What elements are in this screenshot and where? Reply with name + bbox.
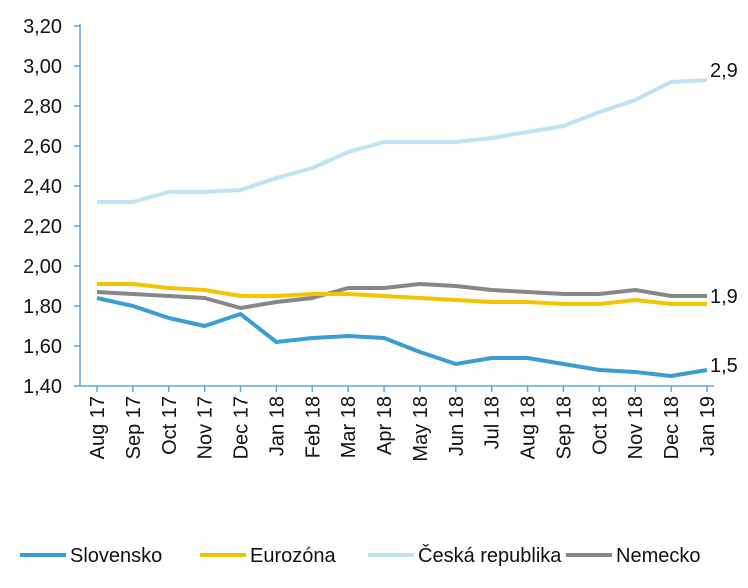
- legend-label: Nemecko: [616, 545, 700, 567]
- y-tick-label: 1,40: [23, 376, 62, 398]
- legend-label: Slovensko: [70, 545, 162, 567]
- series-line-slovensko: [96, 296, 708, 378]
- y-tick-label: 1,60: [23, 336, 62, 358]
- y-tick-label: 3,20: [23, 16, 62, 38]
- end-labels: 1,5 2,9 1,9: [710, 60, 738, 377]
- series-line-eurozona: [97, 282, 707, 306]
- x-tick-label: Jan 19: [697, 396, 719, 456]
- y-tick-label: 2,60: [23, 136, 62, 158]
- series-lines: [96, 78, 708, 378]
- legend-label: Česká republika: [418, 544, 562, 567]
- x-tick-label: Jan 18: [266, 396, 288, 456]
- x-tick-label: Aug 18: [518, 396, 540, 459]
- series-end-label: 2,9: [710, 60, 738, 82]
- x-tick-label: Dec 17: [231, 396, 253, 459]
- x-tick-label: Nov 18: [625, 396, 647, 459]
- x-tick-label: Sep 17: [123, 396, 145, 459]
- legend: Slovensko Eurozóna Česká republika Nemecko: [20, 544, 700, 567]
- series-line-ceska-republika: [97, 78, 708, 204]
- x-tick-label: Mar 18: [338, 396, 360, 458]
- y-tick-label: 3,00: [23, 56, 62, 78]
- y-tick-label: 1,80: [23, 296, 62, 318]
- legend-label: Eurozóna: [250, 545, 336, 567]
- y-tick-label: 2,40: [23, 176, 62, 198]
- x-tick-label: Oct 18: [589, 396, 611, 455]
- y-tick-label: 2,20: [23, 216, 62, 238]
- y-tick-label: 2,00: [23, 256, 62, 278]
- series-end-label: 1,5: [710, 355, 738, 377]
- x-tick-label: Aug 17: [87, 396, 109, 459]
- x-tick-label: Jul 18: [482, 396, 504, 449]
- x-tick-label: Sep 18: [553, 396, 575, 459]
- x-axis-ticks: Aug 17 Sep 17 Oct 17 Nov 17 Dec 17 Jan 18 Feb …: [87, 386, 719, 462]
- x-tick-label: Nov 17: [195, 396, 217, 459]
- y-axis-ticks: 1,40 1,60 1,80 2,00 2,20 2,40 2,60 2,80 3,00 3,20: [23, 16, 80, 398]
- y-tick-label: 2,80: [23, 96, 62, 118]
- x-tick-label: Feb 18: [302, 396, 324, 458]
- series-end-label: 1,9: [710, 286, 738, 308]
- x-tick-label: Apr 18: [374, 396, 396, 455]
- x-tick-label: May 18: [410, 396, 432, 462]
- x-tick-label: Jun 18: [446, 396, 468, 456]
- x-tick-label: Oct 17: [159, 396, 181, 455]
- axes: [79, 24, 714, 387]
- x-tick-label: Dec 18: [661, 396, 683, 459]
- series-line-nemecko: [96, 282, 707, 310]
